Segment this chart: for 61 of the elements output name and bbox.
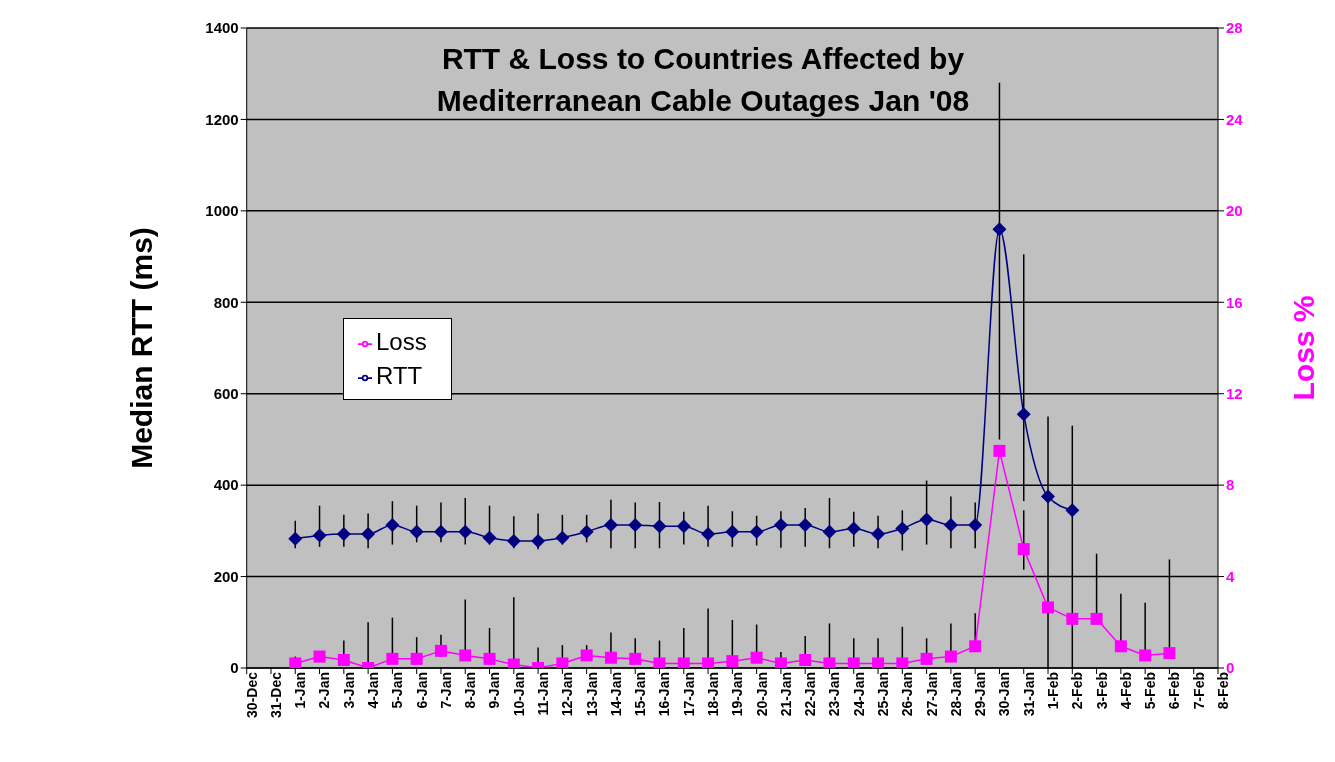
- legend-label: Loss: [376, 328, 427, 355]
- x-tick-label: 4-Feb: [1117, 672, 1134, 710]
- x-tick-label: 23-Jan: [826, 672, 843, 717]
- x-tick-label: 19-Jan: [729, 672, 746, 717]
- y2-tick-label: 24: [1226, 110, 1244, 128]
- x-tick-label: 8-Feb: [1214, 672, 1231, 710]
- y-tick-label: 0: [230, 659, 239, 677]
- x-tick-label: 11-Jan: [535, 672, 552, 716]
- x-tick-label: 14-Jan: [607, 672, 624, 717]
- y2-tick-label: 4: [1226, 567, 1235, 585]
- x-tick-label: 22-Jan: [802, 672, 819, 717]
- x-tick-label: 21-Jan: [777, 672, 794, 717]
- y-tick-label: 1000: [205, 202, 239, 220]
- legend-label: RTT: [376, 362, 423, 389]
- x-tick-label: 6-Jan: [413, 672, 430, 709]
- x-tick-label: 30-Jan: [996, 672, 1013, 717]
- x-tick-label: 1-Jan: [292, 672, 309, 709]
- x-tick-label: 7-Jan: [437, 672, 454, 709]
- x-tick-label: 12-Jan: [559, 672, 576, 717]
- x-tick-label: 27-Jan: [923, 672, 940, 717]
- x-tick-label: 3-Feb: [1093, 672, 1110, 710]
- x-tick-label: 15-Jan: [632, 672, 649, 717]
- x-tick-label: 3-Jan: [340, 672, 357, 709]
- x-tick-label: 2-Feb: [1069, 672, 1086, 710]
- x-tick-label: 17-Jan: [680, 672, 697, 717]
- x-tick-label: 31-Jan: [1020, 672, 1037, 717]
- x-tick-label: 26-Jan: [899, 672, 916, 717]
- y2-tick-label: 8: [1226, 476, 1235, 494]
- x-tick-label: 25-Jan: [874, 672, 891, 717]
- y-tick-label: 600: [213, 385, 239, 403]
- x-tick-label: 28-Jan: [947, 672, 964, 717]
- y-tick-label: 400: [213, 476, 239, 494]
- x-tick-label: 6-Feb: [1166, 672, 1183, 710]
- x-tick-label: 8-Jan: [462, 672, 479, 709]
- x-tick-label: 31-Dec: [267, 671, 284, 718]
- y2-axis-title: Loss %: [1286, 295, 1320, 401]
- x-tick-label: 16-Jan: [656, 672, 673, 717]
- x-tick-label: 20-Jan: [753, 672, 770, 717]
- x-tick-label: 1-Feb: [1044, 672, 1061, 710]
- x-tick-label: 13-Jan: [583, 672, 600, 717]
- x-tick-label: 10-Jan: [510, 672, 527, 717]
- y-tick-label: 800: [213, 293, 239, 311]
- x-tick-label: 5-Feb: [1142, 672, 1159, 710]
- x-tick-label: 29-Jan: [972, 672, 989, 717]
- x-tick-label: 5-Jan: [389, 672, 406, 709]
- x-tick-label: 18-Jan: [705, 672, 722, 717]
- y2-tick-label: 16: [1226, 293, 1243, 311]
- x-tick-label: 4-Jan: [365, 672, 382, 709]
- y2-tick-label: 12: [1226, 385, 1243, 403]
- x-tick-label: 2-Jan: [316, 672, 333, 709]
- text: RTT & Loss to Countries Affected by Mediterranean Cable Outages Jan '08: [435, 41, 971, 119]
- x-tick-label: 24-Jan: [850, 672, 867, 717]
- y-tick-label: 200: [213, 567, 239, 585]
- y-tick-label: 1400: [205, 19, 239, 37]
- x-tick-label: 9-Jan: [486, 672, 503, 709]
- y2-tick-label: 20: [1226, 202, 1243, 220]
- x-tick-label: 30-Dec: [243, 671, 260, 718]
- y-tick-label: 1200: [205, 110, 239, 128]
- x-tick-label: 7-Feb: [1190, 672, 1207, 710]
- y-axis-title: Median RTT (ms): [125, 227, 159, 469]
- y2-tick-label: 28: [1226, 19, 1243, 37]
